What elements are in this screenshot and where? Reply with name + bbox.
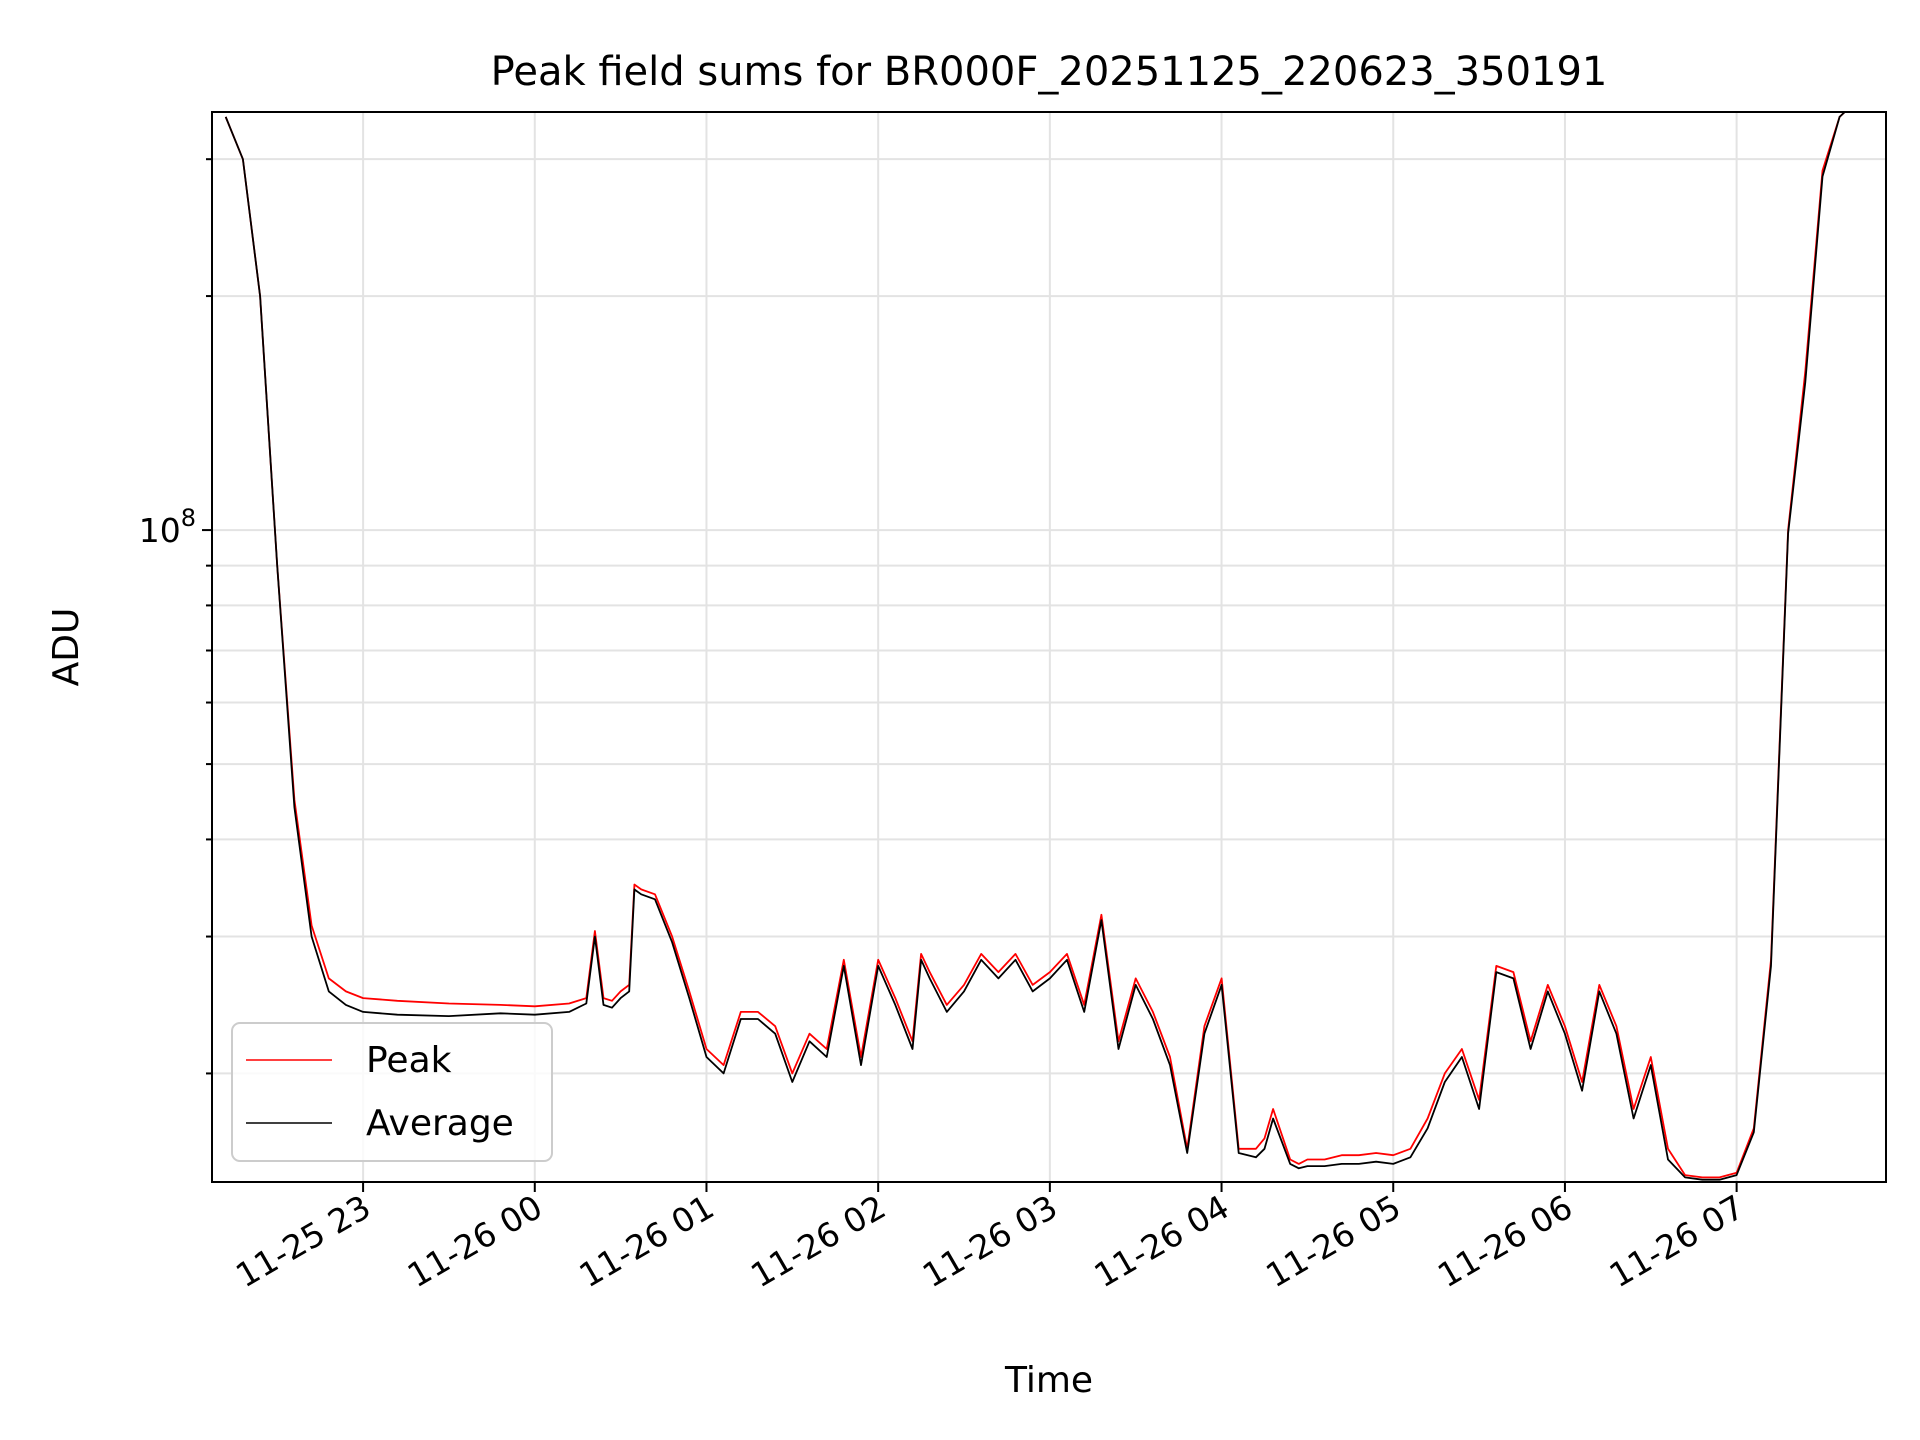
y-tick-label-exp-0: 8 <box>181 504 196 532</box>
grid <box>212 112 1886 1182</box>
y-tick-label-base-0: 10 <box>139 511 181 550</box>
y-tick-label-0: 108 <box>139 504 196 550</box>
legend-box <box>231 1022 553 1162</box>
series-layer <box>224 112 1886 1181</box>
y-axis: 108 <box>139 158 212 1075</box>
y-axis-label: ADU <box>46 608 87 687</box>
x-axis-label: Time <box>1004 1360 1093 1401</box>
series-line-peak <box>224 112 1886 1179</box>
legend-peak-label: Peak <box>366 1040 452 1081</box>
legend: Peak Average <box>231 1022 553 1162</box>
series-line-average <box>224 112 1886 1181</box>
legend-average-label: Average <box>366 1103 514 1144</box>
chart-title: Peak field sums for BR000F_20251125_2206… <box>491 49 1608 95</box>
